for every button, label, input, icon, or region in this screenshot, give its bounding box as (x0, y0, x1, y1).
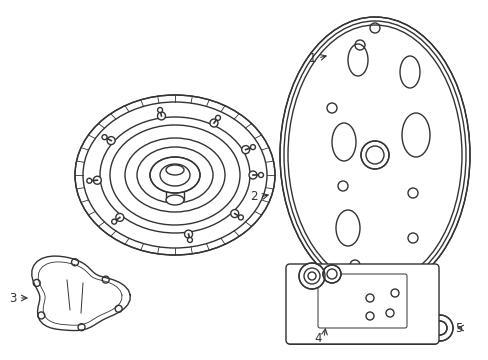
Circle shape (298, 263, 325, 289)
FancyBboxPatch shape (286, 266, 438, 344)
Circle shape (157, 108, 162, 113)
Circle shape (209, 119, 218, 127)
FancyBboxPatch shape (286, 268, 437, 344)
Circle shape (116, 213, 123, 221)
Ellipse shape (165, 165, 183, 175)
Circle shape (238, 215, 243, 220)
Polygon shape (32, 256, 130, 330)
Circle shape (187, 238, 192, 243)
Circle shape (432, 321, 446, 335)
Circle shape (241, 146, 249, 154)
Circle shape (215, 115, 220, 120)
Circle shape (157, 112, 165, 120)
FancyBboxPatch shape (287, 270, 436, 344)
Circle shape (360, 141, 388, 169)
Circle shape (87, 178, 92, 183)
FancyBboxPatch shape (285, 264, 438, 344)
Circle shape (323, 265, 340, 283)
Circle shape (107, 136, 115, 145)
Polygon shape (165, 170, 183, 200)
Circle shape (93, 176, 101, 184)
Circle shape (307, 272, 315, 280)
Circle shape (111, 219, 117, 224)
Ellipse shape (280, 17, 469, 293)
Circle shape (426, 315, 452, 341)
Circle shape (184, 230, 192, 238)
Circle shape (102, 135, 107, 140)
Ellipse shape (165, 195, 183, 205)
Text: 4: 4 (314, 332, 321, 345)
Circle shape (230, 210, 238, 217)
Text: 3: 3 (10, 292, 17, 305)
Text: 5: 5 (454, 321, 461, 334)
Circle shape (250, 145, 255, 150)
Text: 1: 1 (308, 51, 315, 64)
Ellipse shape (75, 95, 274, 255)
Circle shape (258, 172, 263, 177)
Text: 2: 2 (250, 190, 258, 203)
Ellipse shape (150, 157, 200, 193)
Circle shape (248, 171, 257, 179)
